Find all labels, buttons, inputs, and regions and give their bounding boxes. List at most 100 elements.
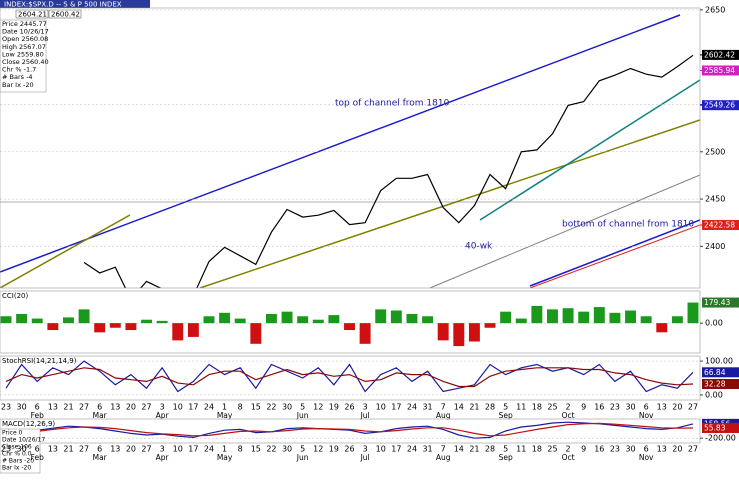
x-tick-label: 23 — [610, 403, 620, 412]
info-line: Bar Ix -20 — [2, 81, 34, 89]
x-tick-label: 28 — [485, 403, 495, 412]
value-label-box — [702, 49, 739, 60]
y-tick-label: -200.00 — [705, 434, 736, 443]
x-tick-label: 19 — [329, 403, 339, 412]
x-tick-label: 15 — [251, 445, 261, 454]
x-tick-label: 30 — [282, 403, 292, 412]
series-line — [5, 421, 694, 439]
bar — [656, 323, 668, 333]
bar — [0, 316, 12, 324]
month-label: May — [217, 453, 233, 462]
x-tick-label: 14 — [454, 403, 464, 412]
bar — [141, 319, 152, 324]
chart-title: INDEX:$SPX.D -- S & P 500 INDEX — [4, 1, 122, 9]
bar — [47, 323, 59, 331]
panel — [0, 360, 700, 396]
x-tick-label: 30 — [282, 445, 292, 454]
annotation: 40-wk — [465, 242, 493, 252]
value-label-box — [702, 65, 739, 76]
x-tick-label: 23 — [1, 403, 11, 412]
bar — [625, 310, 637, 324]
bar — [468, 323, 480, 342]
x-tick-label: 22 — [266, 403, 276, 412]
bar — [515, 318, 527, 324]
x-tick-label: 2 — [566, 403, 571, 412]
x-tick-label: 20 — [126, 445, 136, 454]
series-line — [5, 367, 694, 388]
series-line — [83, 54, 694, 288]
x-tick-label: 6 — [35, 403, 40, 412]
bar — [671, 316, 683, 324]
y-tick-label: 2400 — [705, 242, 725, 251]
x-tick-label: 27 — [79, 403, 89, 412]
x-tick-label: 24 — [407, 403, 417, 412]
x-tick-label: 30 — [625, 403, 635, 412]
month-label: Nov — [639, 453, 654, 462]
top-channel — [0, 14, 681, 273]
bar — [531, 305, 543, 324]
y-tick-label: 0.00 — [705, 319, 723, 328]
bar — [406, 313, 418, 324]
x-tick-label: 11 — [516, 445, 526, 454]
x-tick-label: 31 — [422, 445, 432, 454]
value-label-box — [702, 367, 739, 378]
annotation: top of channel from 1810 — [335, 99, 450, 109]
month-label: Apr — [156, 411, 170, 420]
bar — [375, 309, 387, 324]
x-tick-label: 22 — [266, 445, 276, 454]
info-line: Open 2560.08 — [2, 35, 48, 43]
series-line — [5, 360, 694, 393]
x-tick-label: 26 — [344, 445, 354, 454]
bar — [390, 310, 402, 324]
x-tick-label: 25 — [547, 445, 557, 454]
month-label: Aug — [436, 411, 451, 420]
bar — [94, 323, 106, 333]
x-tick-label: 9 — [581, 403, 586, 412]
info-line: Close 2560.40 — [2, 58, 49, 66]
value-label: 32.28 — [704, 379, 726, 388]
bar — [219, 312, 231, 324]
bottom-channel — [529, 219, 700, 287]
bar — [312, 319, 324, 324]
value-label-box — [702, 297, 739, 308]
x-tick-label: 31 — [422, 403, 432, 412]
x-tick-label: 18 — [532, 403, 542, 412]
x-tick-label: 24 — [204, 445, 214, 454]
x-tick-label: 30 — [625, 445, 635, 454]
bar — [172, 323, 184, 341]
x-tick-label: 13 — [110, 445, 120, 454]
x-tick-label: 26 — [344, 403, 354, 412]
info-line: Bar Ix -20 — [2, 465, 31, 472]
x-tick-label: 17 — [391, 445, 401, 454]
x-tick-label: 20 — [126, 403, 136, 412]
x-tick-label: 5 — [300, 403, 305, 412]
x-tick-label: 24 — [407, 445, 417, 454]
value-label: 66.84 — [704, 368, 726, 377]
value-label: 2602.42 — [704, 50, 735, 59]
x-tick-label: 27 — [141, 445, 151, 454]
x-tick-label: 10 — [376, 403, 386, 412]
x-tick-label: 8 — [238, 445, 243, 454]
x-tick-label: 5 — [503, 403, 508, 412]
x-tick-label: 3 — [363, 445, 368, 454]
month-label: Sep — [499, 411, 513, 420]
x-tick-label: 12 — [313, 445, 323, 454]
gray-line — [429, 174, 700, 288]
x-tick-label: 27 — [79, 445, 89, 454]
x-tick-label: 23 — [610, 445, 620, 454]
info-box — [0, 428, 41, 474]
x-tick-label: 23 — [1, 445, 11, 454]
panel-frame — [0, 418, 701, 444]
bottom-channel-red — [529, 224, 700, 288]
x-tick-label: 10 — [376, 445, 386, 454]
month-label: Mar — [93, 453, 108, 462]
bar — [31, 318, 43, 324]
x-tick-label: 7 — [441, 445, 446, 454]
month-label: Nov — [639, 411, 654, 420]
info-line: Chr % -1.7 — [2, 66, 36, 74]
month-label: Aug — [436, 453, 451, 462]
x-tick-label: 16 — [594, 403, 604, 412]
info-line: Close 106 — [2, 444, 32, 451]
bar — [609, 312, 621, 324]
